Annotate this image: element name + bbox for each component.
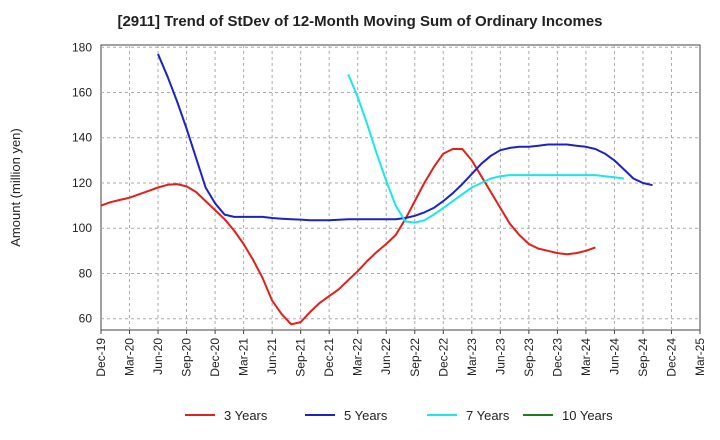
legend-label: 10 Years xyxy=(562,408,613,423)
plot-area xyxy=(100,44,701,331)
x-tick-label: Mar-21 xyxy=(237,338,251,376)
x-tick-label: Jun-23 xyxy=(493,338,507,375)
x-tick-label: Dec-19 xyxy=(94,338,108,377)
y-tick-label: 160 xyxy=(72,86,92,100)
x-tick-label: Sep-20 xyxy=(180,338,194,377)
x-tick-label: Jun-22 xyxy=(379,338,393,375)
x-tick-label: Jun-21 xyxy=(265,338,279,375)
x-tick-label: Sep-24 xyxy=(636,338,650,377)
x-tick-label: Sep-21 xyxy=(294,338,308,377)
x-tick-label: Mar-25 xyxy=(693,338,707,376)
y-tick-label: 140 xyxy=(72,131,92,145)
series-line-7-years xyxy=(347,74,625,224)
y-tick-label: 180 xyxy=(72,40,92,54)
legend-label: 7 Years xyxy=(466,408,510,423)
x-tick-label: Mar-22 xyxy=(351,338,365,376)
chart-title: [2911] Trend of StDev of 12-Month Moving… xyxy=(117,13,603,30)
x-tick-label: Sep-22 xyxy=(408,338,422,377)
series-line-3-years xyxy=(100,148,596,326)
legend-label: 3 Years xyxy=(224,408,268,423)
x-tick-label: Dec-20 xyxy=(208,338,222,377)
x-tick-label: Jun-24 xyxy=(607,338,621,375)
x-tick-label: Mar-20 xyxy=(123,338,137,376)
x-tick-label: Mar-23 xyxy=(465,338,479,376)
x-tick-label: Jun-20 xyxy=(151,338,165,375)
y-tick-label: 80 xyxy=(79,266,93,280)
y-tick-label: 100 xyxy=(72,221,92,235)
series-line-5-years xyxy=(157,53,653,222)
y-tick-label: 60 xyxy=(79,312,93,326)
x-tick-label: Mar-24 xyxy=(579,338,593,376)
x-tick-label: Dec-23 xyxy=(550,338,564,377)
x-tick-label: Sep-23 xyxy=(522,338,536,377)
x-tick-label: Dec-21 xyxy=(322,338,336,377)
x-tick-label: Dec-24 xyxy=(664,338,678,377)
y-tick-label: 120 xyxy=(72,176,92,190)
legend-label: 5 Years xyxy=(344,408,388,423)
x-tick-label: Dec-22 xyxy=(436,338,450,377)
y-axis-label: Amount (million yen) xyxy=(8,128,23,247)
